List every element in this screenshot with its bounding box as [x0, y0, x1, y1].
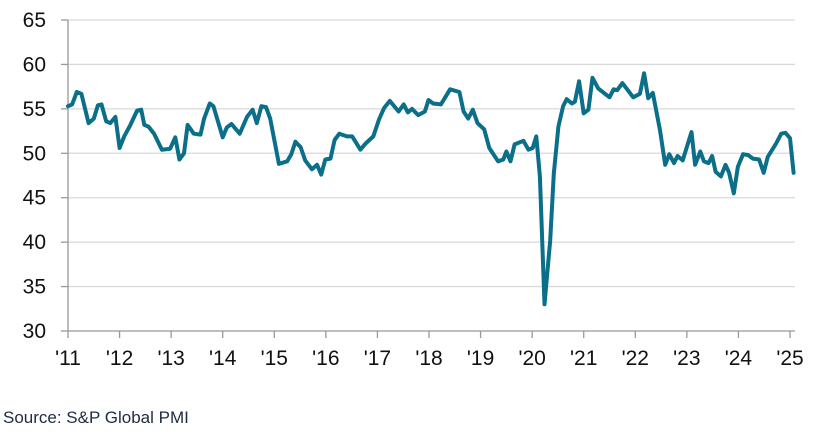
gridlines	[68, 19, 795, 288]
x-tick-label: '20	[518, 347, 545, 370]
x-tick-label: '16	[312, 347, 339, 370]
x-tick-label: '18	[415, 347, 442, 370]
y-tick-label: 55	[23, 98, 46, 121]
pmi-series-line	[66, 71, 796, 307]
x-tick-label: '14	[209, 347, 237, 370]
y-tick-label: 35	[23, 276, 46, 299]
y-tick-label: 65	[23, 9, 46, 32]
y-tick-label: 60	[23, 53, 46, 76]
x-tick-label: '11	[55, 347, 81, 370]
x-tick-label: '22	[622, 347, 649, 370]
axes	[61, 19, 795, 338]
x-tick-label: '25	[776, 347, 803, 370]
y-tick-label: 30	[23, 320, 46, 343]
series	[66, 71, 796, 307]
y-tick-labels: 30 35 40 45 50 55 60 65	[23, 9, 46, 343]
x-tick-label: '13	[157, 347, 184, 370]
y-tick-label: 40	[23, 231, 46, 254]
x-tick-label: '15	[261, 347, 288, 370]
x-tick-label: '24	[725, 347, 753, 370]
y-tick-label: 50	[23, 142, 46, 165]
x-tick-label: '17	[364, 347, 391, 370]
x-tick-label: '23	[673, 347, 700, 370]
source-note: Source: S&P Global PMI	[3, 408, 189, 427]
y-tick-label: 45	[23, 187, 46, 210]
x-tick-labels: '11 '12 '13 '14 '15 '16 '17 '18 '19 '20 '21 '22 '23 '…	[55, 347, 804, 370]
x-tick-label: '19	[467, 347, 494, 370]
x-tick-label: '21	[570, 347, 597, 370]
x-tick-label: '12	[106, 347, 133, 370]
